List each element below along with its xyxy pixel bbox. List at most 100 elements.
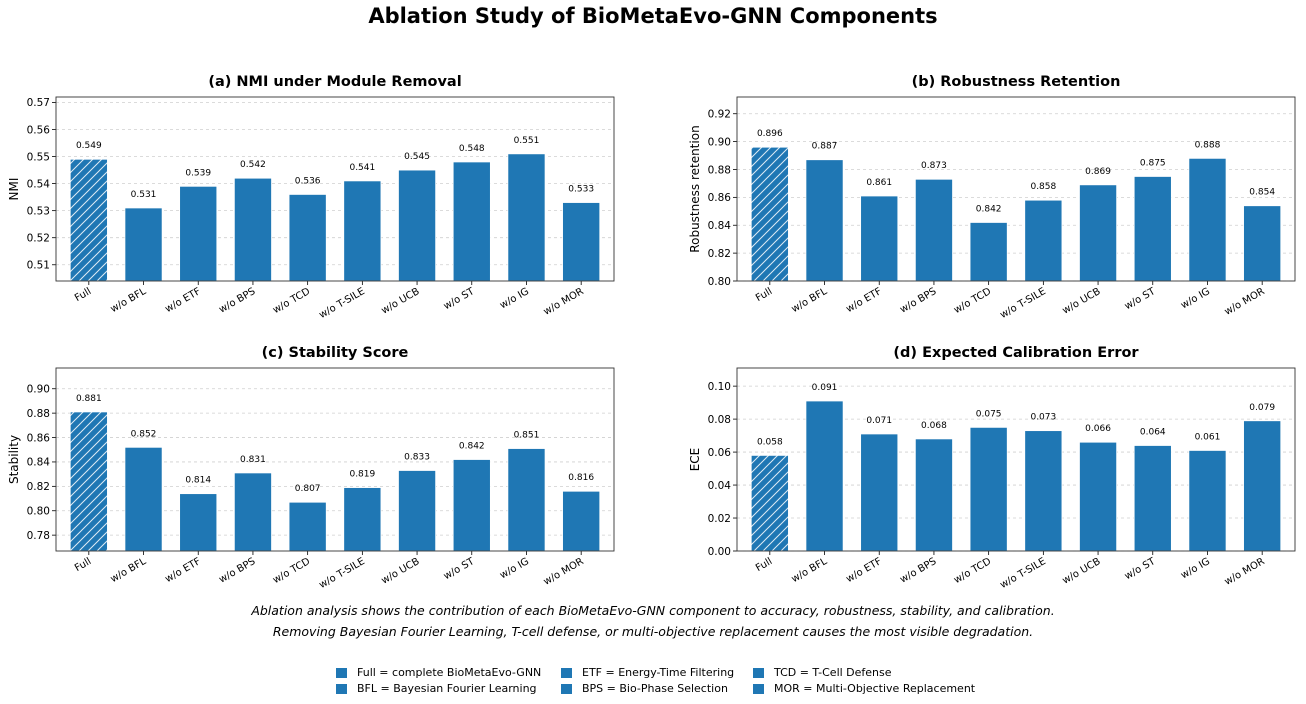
- y-tick-label: 0.92: [708, 109, 731, 121]
- x-tick-label: w/o T-SILE: [998, 556, 1048, 591]
- x-tick-label: w/o MOR: [1223, 286, 1267, 318]
- y-tick-label: 0.55: [27, 151, 50, 163]
- legend-swatch: [336, 683, 347, 694]
- x-tick-label: w/o ETF: [844, 286, 884, 315]
- bar: [1024, 430, 1063, 552]
- x-tick-label: w/o ST: [1123, 556, 1158, 583]
- x-tick-label: w/o MOR: [542, 286, 586, 318]
- x-tick-label: w/o T-SILE: [317, 286, 367, 321]
- y-tick-label: 0.57: [27, 97, 50, 109]
- bar: [398, 169, 437, 282]
- x-tick-label: w/o BFL: [109, 286, 149, 315]
- bar-value-label: 0.869: [1085, 167, 1111, 177]
- bar: [969, 426, 1008, 552]
- y-tick-label: 0.86: [708, 192, 732, 204]
- bar: [1243, 205, 1282, 282]
- x-tick-label: Full: [73, 286, 93, 304]
- bar-full-hatched: [69, 411, 108, 552]
- legend-label: Full = complete BioMetaEvo-GNN: [357, 666, 542, 679]
- bar-value-label: 0.807: [295, 484, 321, 494]
- y-tick-label: 0.82: [27, 481, 50, 493]
- legend-swatch: [336, 667, 347, 678]
- y-axis-label: Stability: [7, 435, 21, 484]
- bar-value-label: 0.061: [1195, 432, 1221, 442]
- bar-value-label: 0.548: [459, 144, 485, 154]
- y-tick-label: 0.86: [27, 432, 51, 444]
- legend-label: MOR = Multi-Objective Replacement: [774, 682, 976, 695]
- x-tick-label: w/o T-SILE: [317, 556, 367, 591]
- panel-title: (d) Expected Calibration Error: [893, 345, 1139, 361]
- x-tick-label: w/o ST: [442, 286, 477, 313]
- y-tick-label: 0.56: [27, 124, 51, 136]
- legend-swatch: [561, 683, 572, 694]
- y-tick-label: 0.53: [27, 205, 50, 217]
- legend-label: ETF = Energy-Time Filtering: [582, 666, 735, 679]
- bar: [507, 448, 546, 552]
- bar-value-label: 0.533: [568, 185, 594, 195]
- plot-frame: [55, 96, 615, 282]
- bar-value-label: 0.887: [812, 142, 838, 152]
- bar-value-label: 0.536: [295, 176, 321, 186]
- bar-full-hatched: [750, 146, 789, 282]
- y-tick-label: 0.80: [708, 276, 731, 288]
- y-tick-label: 0.02: [708, 513, 731, 525]
- x-tick-label: w/o BPS: [217, 556, 257, 586]
- legend-swatch: [753, 667, 764, 678]
- bar: [507, 153, 546, 282]
- plot-frame: [736, 96, 1296, 282]
- y-tick-label: 0.88: [27, 408, 50, 420]
- bar: [452, 459, 491, 552]
- x-tick-label: w/o UCB: [380, 556, 422, 587]
- x-tick-label: w/o BFL: [790, 286, 830, 315]
- bar-value-label: 0.842: [459, 442, 485, 452]
- bar: [1188, 450, 1227, 552]
- bar: [233, 177, 272, 282]
- legend-item-tcd: TCD = T-Cell Defense: [753, 666, 892, 679]
- bar-value-label: 0.549: [76, 141, 102, 151]
- x-tick-label: w/o TCD: [952, 286, 993, 316]
- ablation-charts: (a) NMI under Module Removal 0.51 0.52 0.53…: [7, 74, 1296, 591]
- x-tick-label: w/o UCB: [1061, 286, 1103, 317]
- y-tick-label: 0.90: [708, 136, 731, 148]
- bar: [562, 202, 601, 282]
- legend-item-etf: ETF = Energy-Time Filtering: [561, 666, 734, 679]
- panel-title: (c) Stability Score: [262, 345, 409, 361]
- x-tick-label: w/o T-SILE: [998, 286, 1048, 321]
- legend-item-bfl: BFL = Bayesian Fourier Learning: [336, 682, 537, 695]
- y-tick-label: 0.54: [27, 178, 51, 190]
- bar-value-label: 0.854: [1249, 188, 1275, 198]
- x-tick-label: Full: [754, 286, 774, 304]
- x-tick-label: w/o IG: [1179, 556, 1212, 581]
- bar: [1133, 445, 1172, 552]
- bar: [1024, 199, 1063, 282]
- bar-value-label: 0.079: [1249, 403, 1275, 413]
- y-tick-label: 0.84: [708, 220, 732, 232]
- bar-value-label: 0.071: [866, 416, 892, 426]
- figure-title: Ablation Study of BioMetaEvo-GNN Compone…: [368, 4, 938, 28]
- x-tick-label: w/o UCB: [380, 286, 422, 317]
- y-tick-label: 0.06: [708, 447, 732, 459]
- caption-line-1: Ablation analysis shows the contribution…: [251, 603, 1055, 618]
- bar-value-label: 0.531: [131, 190, 157, 200]
- x-tick-label: w/o ST: [442, 556, 477, 583]
- legend-swatch: [753, 683, 764, 694]
- bar-value-label: 0.816: [568, 473, 594, 483]
- panel-title: (a) NMI under Module Removal: [208, 74, 461, 90]
- y-tick-label: 0.90: [27, 384, 50, 396]
- bar-value-label: 0.068: [921, 421, 947, 431]
- x-tick-label: w/o BFL: [790, 556, 830, 585]
- bar: [914, 178, 953, 282]
- legend-label: BFL = Bayesian Fourier Learning: [357, 682, 537, 695]
- x-tick-label: w/o BPS: [217, 286, 257, 316]
- bar: [179, 493, 218, 552]
- y-tick-label: 0.88: [708, 164, 731, 176]
- x-tick-label: w/o BPS: [898, 286, 938, 316]
- bar-value-label: 0.861: [866, 178, 892, 188]
- legend-item-bps: BPS = Bio-Phase Selection: [561, 682, 728, 695]
- x-tick-label: w/o IG: [498, 556, 531, 581]
- bar-full-hatched: [750, 454, 789, 552]
- bar: [343, 180, 382, 282]
- bar: [233, 472, 272, 552]
- x-tick-label: Full: [754, 556, 774, 574]
- y-tick-label: 0.04: [708, 480, 732, 492]
